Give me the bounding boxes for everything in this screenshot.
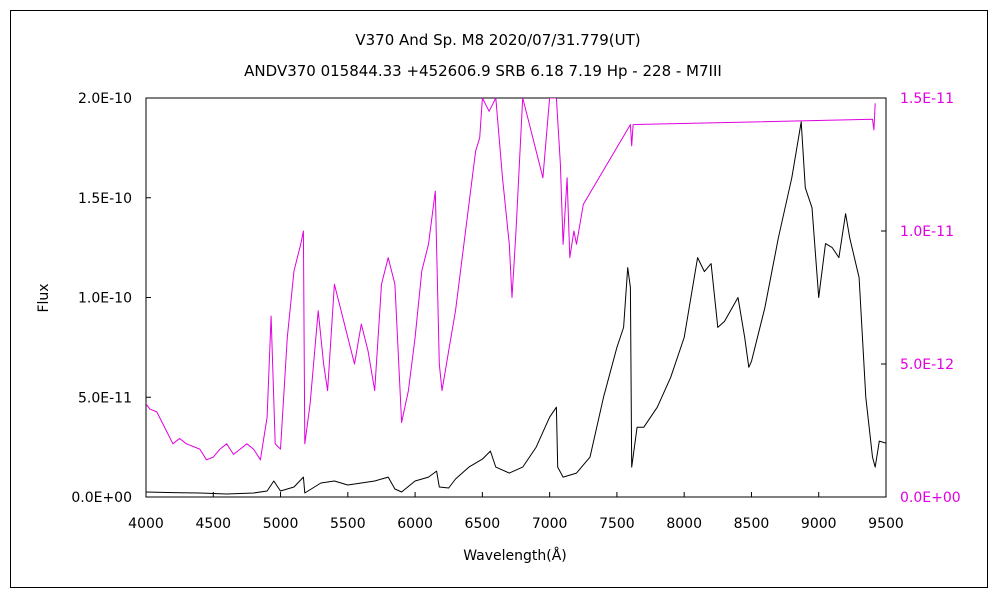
- y-axis-label: Flux: [36, 283, 52, 312]
- chart-subtitle: ANDV370 015844.33 +452606.9 SRB 6.18 7.1…: [244, 62, 722, 80]
- x-tick-label: 4500: [195, 516, 231, 532]
- y-right-tick-label: 1.5E-11: [900, 91, 954, 107]
- series-line-magenta: [146, 98, 876, 461]
- ticks-layer: 4000 4500 5000 5500 6000 6500 7000 7500 8000 8500…: [71, 91, 960, 532]
- x-tick-label: 7000: [532, 516, 568, 532]
- plot-border: [145, 97, 887, 498]
- x-axis-label: Wavelength(Å): [463, 547, 567, 564]
- x-tick-label: 6500: [465, 516, 501, 532]
- y-left-tick-label: 0.0E+00: [71, 490, 132, 506]
- x-tick-label: 9500: [868, 516, 904, 532]
- y-left-tick-label: 1.5E-10: [78, 191, 132, 207]
- x-tick-label: 7500: [599, 516, 635, 532]
- x-tick-label: 4000: [128, 516, 164, 532]
- x-tick-label: 6000: [397, 516, 433, 532]
- x-tick-label: 8500: [734, 516, 770, 532]
- series-line-black: [146, 121, 886, 495]
- y-left-tick-label: 2.0E-10: [78, 91, 132, 107]
- series-layer: [146, 98, 886, 495]
- plot-area: [145, 97, 887, 498]
- y-right-tick-label: 5.0E-12: [900, 357, 954, 373]
- x-tick-label: 5000: [263, 516, 299, 532]
- y-left-tick-label: 1.0E-10: [78, 291, 132, 307]
- chart-title: V370 And Sp. M8 2020/07/31.779(UT): [355, 31, 640, 49]
- x-tick-label: 5500: [330, 516, 366, 532]
- x-tick-label: 9000: [801, 516, 837, 532]
- x-tick-label: 8000: [666, 516, 702, 532]
- y-right-tick-label: 1.0E-11: [900, 224, 954, 240]
- y-right-tick-label: 0.0E+00: [900, 490, 961, 506]
- y-left-tick-label: 5.0E-11: [78, 390, 132, 406]
- chart-frame: [10, 10, 988, 588]
